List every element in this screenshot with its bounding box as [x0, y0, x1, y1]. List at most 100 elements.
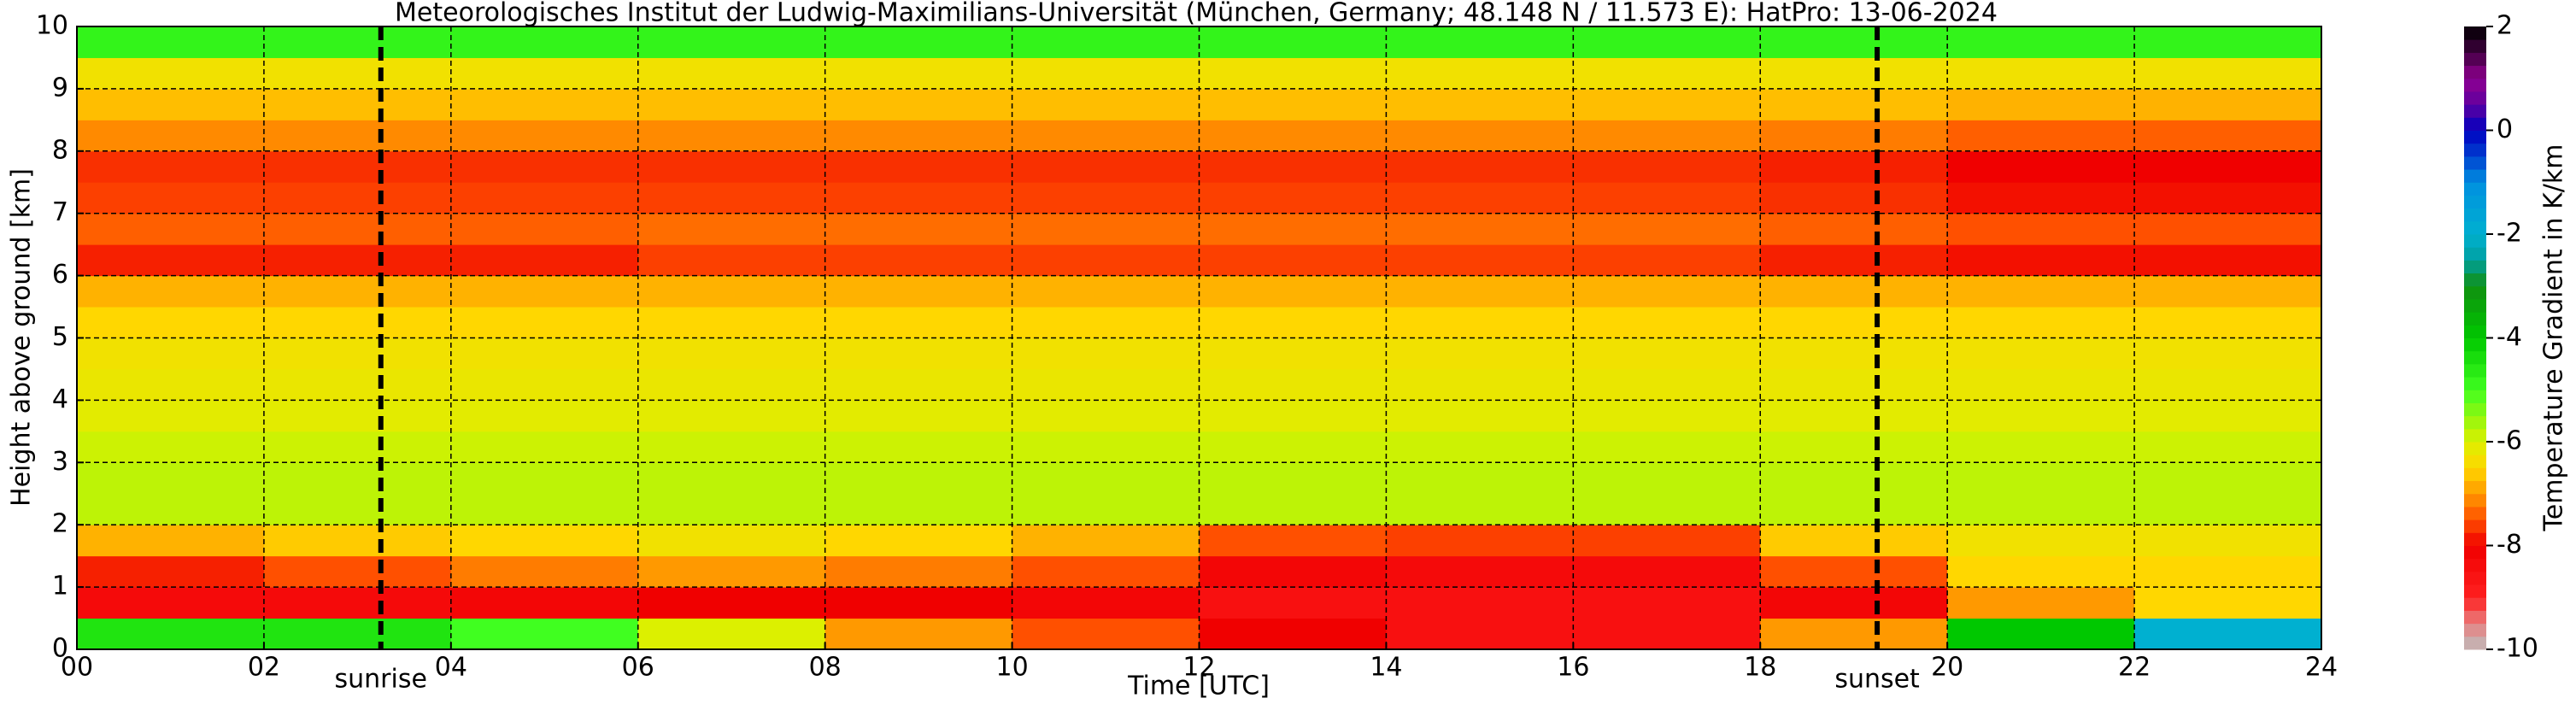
heatmap-cell — [1012, 150, 1200, 183]
heatmap-cell — [637, 462, 826, 495]
heatmap-cell — [824, 150, 1013, 183]
x-tick-label: 18 — [1744, 653, 1776, 683]
heatmap-cell — [1199, 182, 1387, 214]
colorbar-segment — [2464, 415, 2486, 430]
heatmap-cell — [1760, 555, 1948, 588]
heatmap-cell — [2134, 587, 2322, 619]
heatmap-cell — [637, 368, 826, 401]
x-tick-label: 08 — [809, 653, 842, 683]
colorbar-segment — [2464, 220, 2486, 235]
colorbar-tick-label: -4 — [2497, 322, 2522, 352]
heatmap-cell — [1199, 400, 1387, 432]
colorbar-segment — [2464, 117, 2486, 131]
heatmap-cell — [77, 493, 265, 525]
x-tick-label: 02 — [248, 653, 280, 683]
colorbar-segment — [2464, 26, 2486, 40]
heatmap-cell — [1199, 587, 1387, 619]
colorbar-segment — [2464, 350, 2486, 365]
heatmap-cell — [824, 555, 1013, 588]
colorbar-segment — [2464, 104, 2486, 118]
colorbar-tick-label: -8 — [2497, 530, 2522, 560]
heatmap-cell — [1199, 618, 1387, 650]
heatmap-cell — [1760, 307, 1948, 338]
heatmap-cell — [1573, 368, 1761, 401]
x-tick-label: 22 — [2118, 653, 2151, 683]
heatmap-cell — [263, 88, 452, 120]
heatmap-cell — [1947, 337, 2135, 370]
colorbar-segment — [2464, 130, 2486, 144]
heatmap-cell — [263, 462, 452, 495]
heatmap-cell — [1199, 493, 1387, 525]
heatmap-cell — [824, 275, 1013, 308]
heatmap-cell — [637, 182, 826, 214]
colorbar-segment — [2464, 390, 2486, 403]
heatmap-cell — [1947, 182, 2135, 214]
heatmap-cell — [1573, 462, 1761, 495]
heatmap-cell — [1386, 57, 1574, 90]
heatmap-cell — [1386, 493, 1574, 525]
heatmap-cell — [1012, 120, 1200, 152]
heatmap-cell — [637, 275, 826, 308]
heatmap-cell — [824, 213, 1013, 245]
heatmap-cell — [1199, 337, 1387, 370]
heatmap-cell — [637, 213, 826, 245]
heatmap-cell — [2134, 182, 2322, 214]
heatmap-cell — [1012, 368, 1200, 401]
heatmap-cell — [637, 587, 826, 619]
colorbar-tick-label: -2 — [2497, 219, 2522, 249]
heatmap-cell — [1760, 618, 1948, 650]
colorbar-segment — [2464, 260, 2486, 274]
heatmap-cell — [1199, 213, 1387, 245]
heatmap-cell — [450, 525, 639, 557]
colorbar-segment — [2464, 610, 2486, 625]
heatmap-cell — [2134, 493, 2322, 525]
event-label: sunset — [1834, 665, 1920, 695]
heatmap-cell — [824, 244, 1013, 277]
colorbar-tick-label: 0 — [2497, 114, 2513, 144]
heatmap-cell — [1573, 337, 1761, 370]
heatmap-cell — [450, 182, 639, 214]
heatmap-cell — [1947, 555, 2135, 588]
heatmap-cell — [824, 88, 1013, 120]
heatmap-cell — [2134, 150, 2322, 183]
chart-title: Meteorologisches Institut der Ludwig-Max… — [395, 0, 1998, 28]
heatmap-cell — [1760, 88, 1948, 120]
heatmap-cell — [824, 493, 1013, 525]
colorbar-segment — [2464, 442, 2486, 455]
heatmap-cell — [263, 26, 452, 58]
colorbar-segment — [2464, 558, 2486, 572]
heatmap-cell — [450, 462, 639, 495]
colorbar-segment — [2464, 155, 2486, 170]
heatmap-cell — [1386, 555, 1574, 588]
heatmap-cell — [1573, 88, 1761, 120]
colorbar-segment — [2464, 143, 2486, 157]
y-tick-label: 2 — [52, 509, 68, 539]
heatmap-cell — [824, 307, 1013, 338]
x-tick-label: 00 — [61, 653, 93, 683]
heatmap-cell — [1573, 213, 1761, 245]
x-tick-label: 20 — [1931, 653, 1963, 683]
x-tick-label: 04 — [435, 653, 467, 683]
heatmap-cell — [1012, 275, 1200, 308]
colorbar-segment — [2464, 52, 2486, 67]
heatmap-cell — [263, 150, 452, 183]
colorbar-segment — [2464, 337, 2486, 352]
heatmap-cell — [2134, 88, 2322, 120]
heatmap-cell — [77, 368, 265, 401]
heatmap-cell — [1386, 213, 1574, 245]
colorbar-segment — [2464, 285, 2486, 300]
heatmap-cell — [1760, 120, 1948, 152]
heatmap-cell — [1947, 618, 2135, 650]
colorbar-segment — [2464, 78, 2486, 92]
heatmap-cell — [450, 150, 639, 183]
y-tick-label: 7 — [52, 197, 68, 227]
heatmap-cell — [1573, 26, 1761, 58]
heatmap-cell — [1012, 431, 1200, 463]
x-tick-label: 06 — [622, 653, 654, 683]
heatmap-cell — [77, 57, 265, 90]
heatmap-cell — [1012, 337, 1200, 370]
x-tick-label: 24 — [2305, 653, 2338, 683]
heatmap-cell — [1012, 587, 1200, 619]
heatmap-cell — [1760, 275, 1948, 308]
heatmap-cell — [1012, 182, 1200, 214]
